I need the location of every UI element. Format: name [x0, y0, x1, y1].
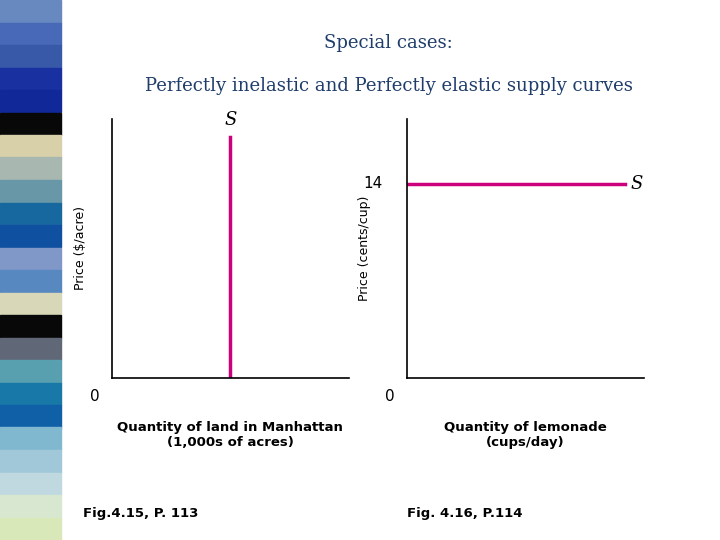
Text: Price ($/acre): Price ($/acre) [74, 206, 87, 291]
Bar [0, 135, 61, 158]
Text: Perfectly inelastic and Perfectly elastic supply curves: Perfectly inelastic and Perfectly elasti… [145, 77, 633, 96]
Bar [0, 450, 61, 472]
Text: Fig. 4.16, P.114: Fig. 4.16, P.114 [407, 507, 522, 519]
Bar [0, 472, 61, 495]
Bar [0, 360, 61, 382]
Bar [0, 517, 61, 540]
Bar [0, 270, 61, 293]
Bar [0, 338, 61, 360]
Bar [0, 180, 61, 202]
Text: Quantity of lemonade
(cups/day): Quantity of lemonade (cups/day) [444, 421, 607, 449]
Bar [0, 23, 61, 45]
Bar [0, 293, 61, 315]
Bar [0, 495, 61, 517]
Text: S: S [224, 111, 237, 129]
Bar [0, 405, 61, 428]
Text: Fig.4.15, P. 113: Fig.4.15, P. 113 [83, 507, 198, 519]
Text: Price (cents/cup): Price (cents/cup) [358, 195, 371, 301]
Bar [0, 202, 61, 225]
Bar [0, 0, 61, 23]
Bar [0, 68, 61, 90]
Bar [0, 45, 61, 68]
Text: Special cases:: Special cases: [325, 34, 453, 52]
Text: S: S [630, 174, 642, 193]
Bar [0, 225, 61, 247]
Text: Quantity of land in Manhattan
(1,000s of acres): Quantity of land in Manhattan (1,000s of… [117, 421, 343, 449]
Text: 0: 0 [90, 389, 100, 403]
Bar [0, 112, 61, 135]
Bar [0, 315, 61, 338]
Bar [0, 90, 61, 112]
Text: 14: 14 [364, 176, 383, 191]
Bar [0, 428, 61, 450]
Bar [0, 158, 61, 180]
Bar [0, 247, 61, 270]
Text: 0: 0 [385, 389, 395, 403]
Bar [0, 382, 61, 405]
